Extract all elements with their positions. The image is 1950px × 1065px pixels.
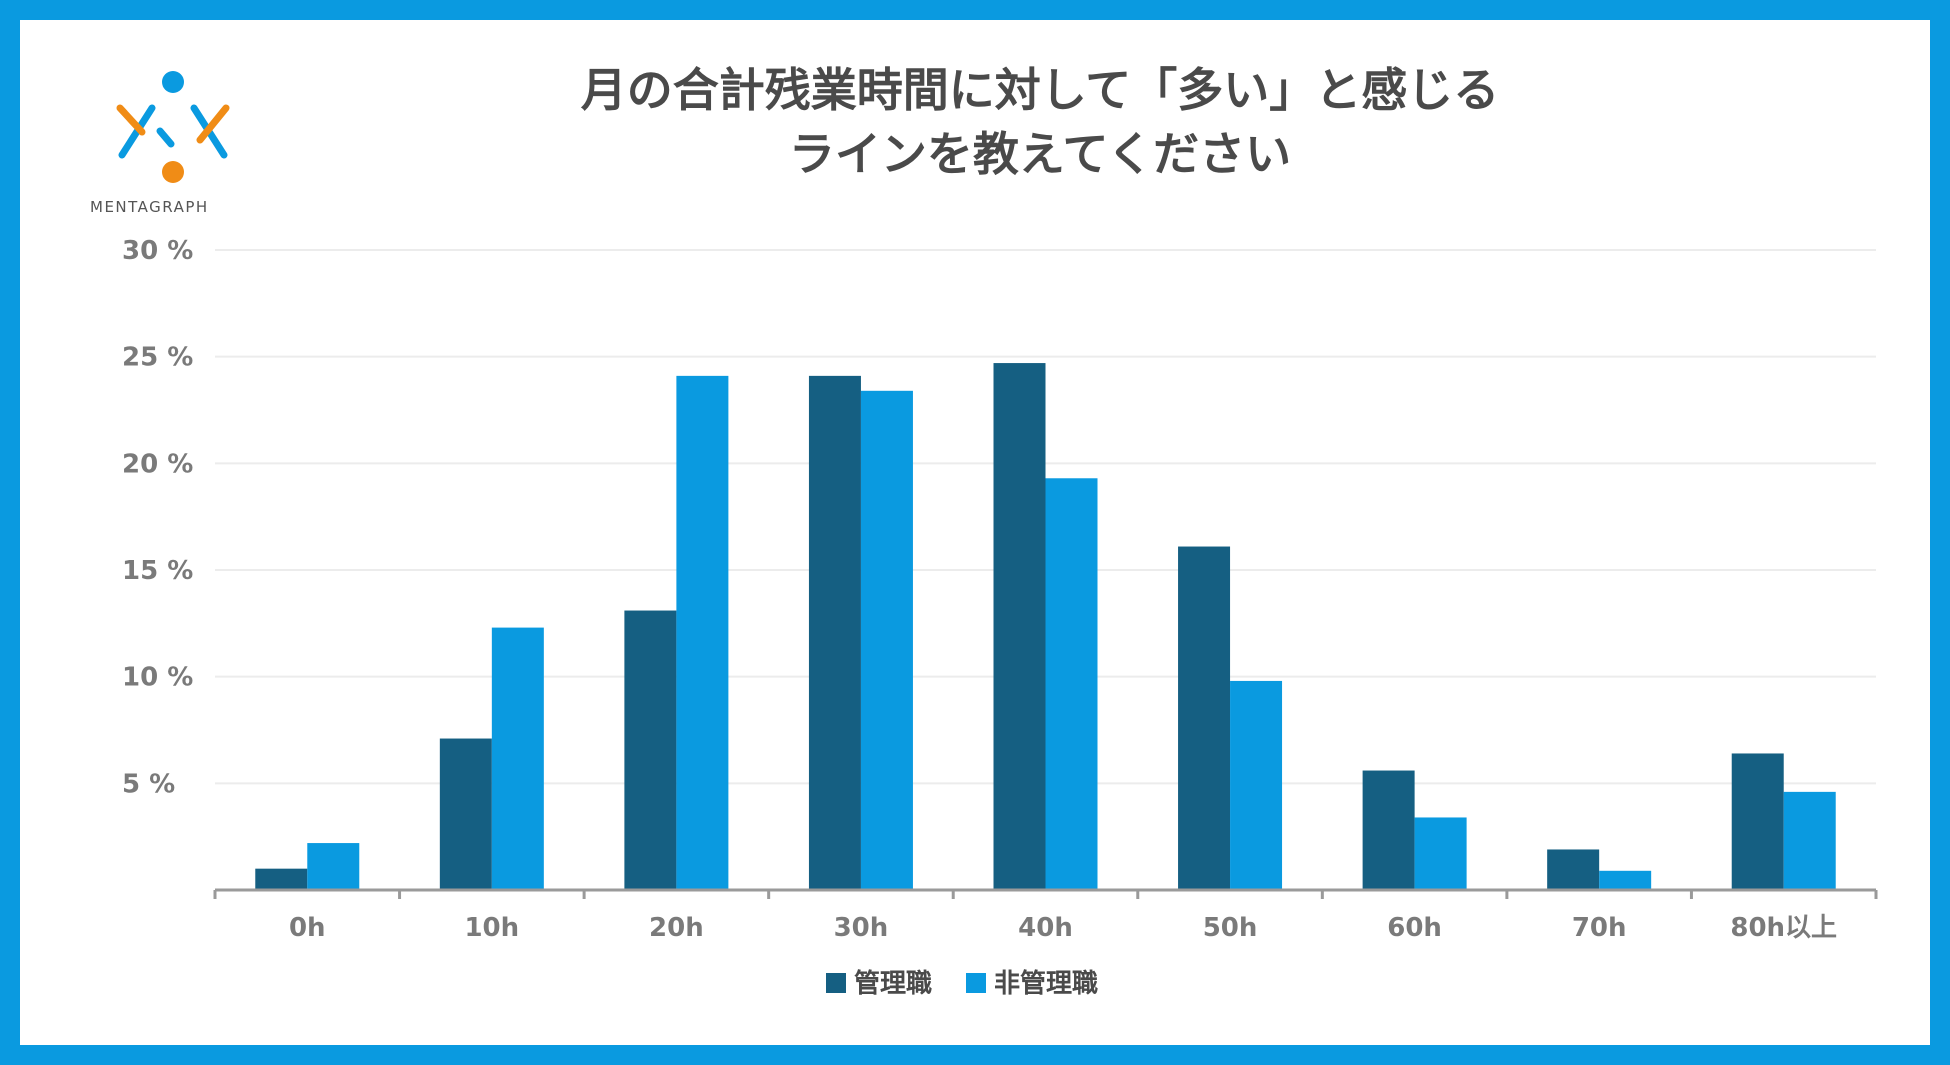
chart-title-line-1: 月の合計残業時間に対して「多い」と感じる xyxy=(580,63,1500,117)
x-tick-label: 80h以上 xyxy=(1730,913,1837,943)
legend-swatch xyxy=(826,973,846,993)
bar xyxy=(1731,753,1784,890)
x-tick-label: 60h xyxy=(1387,913,1442,943)
bar xyxy=(860,390,913,890)
bar xyxy=(1599,870,1652,890)
bar xyxy=(1362,770,1415,890)
x-tick-label: 20h xyxy=(649,913,704,943)
bar xyxy=(1783,791,1836,890)
brand-logo: MENTAGRAPH xyxy=(90,48,260,228)
legend-swatch xyxy=(966,973,986,993)
legend-label: 管理職 xyxy=(854,969,932,999)
mentagraph-logo-icon xyxy=(116,71,230,183)
y-tick-label: 30 % xyxy=(122,236,193,266)
bar xyxy=(1230,680,1283,890)
bar xyxy=(1178,546,1231,890)
x-tick-label: 30h xyxy=(834,913,889,943)
x-tick-label: 70h xyxy=(1572,913,1627,943)
bar xyxy=(255,868,308,890)
legend-label: 非管理職 xyxy=(994,969,1098,999)
y-tick-label: 20 % xyxy=(122,449,193,479)
brand-name: MENTAGRAPH xyxy=(90,198,209,216)
x-tick-label: 50h xyxy=(1203,913,1258,943)
bar xyxy=(439,738,492,890)
chart-title: 月の合計残業時間に対して「多い」と感じる ラインを教えてください xyxy=(340,58,1740,186)
bar xyxy=(624,610,677,890)
y-tick-label: 5 % xyxy=(122,769,175,799)
bar xyxy=(1414,817,1467,890)
bar xyxy=(1547,849,1600,890)
y-tick-label: 25 % xyxy=(122,343,193,373)
bar xyxy=(307,843,360,890)
bar xyxy=(808,375,861,890)
bar xyxy=(1045,478,1098,890)
bar xyxy=(676,375,729,890)
chart-title-line-2: ラインを教えてください xyxy=(788,127,1292,181)
bar xyxy=(491,627,544,890)
x-tick-label: 40h xyxy=(1018,913,1073,943)
x-tick-label: 10h xyxy=(464,913,519,943)
y-tick-label: 15 % xyxy=(122,556,193,586)
x-tick-label: 0h xyxy=(289,913,326,943)
bar xyxy=(993,363,1046,891)
y-tick-label: 10 % xyxy=(122,663,193,693)
